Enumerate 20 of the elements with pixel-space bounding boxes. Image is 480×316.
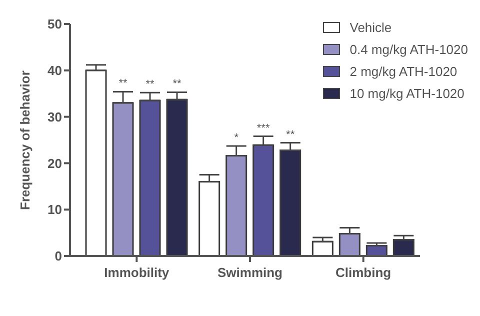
y-tick-label: 30 — [48, 109, 62, 124]
x-tick-label: Immobility — [104, 265, 170, 280]
legend-label: 10 mg/kg ATH-1020 — [350, 86, 464, 100]
data-label: ** — [146, 78, 155, 91]
legend-label: 2 mg/kg ATH-1020 — [350, 64, 458, 78]
data-label: ** — [172, 78, 182, 90]
x-tick-label: Swimming — [217, 265, 283, 280]
y-tick-label: 10 — [48, 202, 62, 218]
y-tick-label: 50 — [48, 16, 62, 32]
data-label: *** — [256, 122, 270, 134]
legend-label: Vehicle — [350, 20, 392, 34]
y-tick-label: 0 — [54, 248, 62, 264]
data-label: ** — [286, 128, 296, 141]
y-tick-label: 40 — [48, 63, 62, 78]
data-label: * — [234, 132, 240, 144]
data-label: ** — [118, 78, 128, 90]
y-tick-label: 20 — [48, 156, 62, 171]
y-axis-title: Frequency of behavior — [18, 70, 33, 210]
x-tick-label: Climbing — [336, 265, 392, 280]
legend-label: 0.4 mg/kg ATH-1020 — [350, 42, 468, 56]
